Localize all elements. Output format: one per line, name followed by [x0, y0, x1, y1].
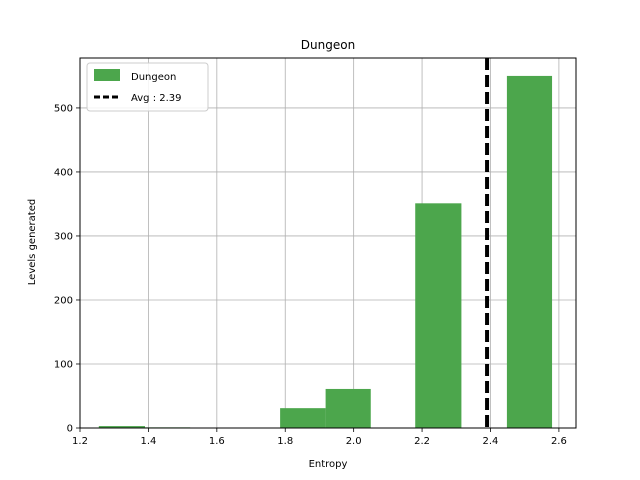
x-tick-label: 2.2 [414, 436, 430, 447]
x-axis-label: Entropy [309, 459, 348, 470]
legend-label-dungeon: Dungeon [131, 72, 176, 83]
histogram-bar [280, 408, 326, 428]
x-tick-label: 2.4 [483, 436, 499, 447]
x-tick-label: 1.4 [140, 436, 156, 447]
histogram-bar [98, 426, 145, 428]
x-tick-label: 2.6 [551, 436, 567, 447]
chart-title: Dungeon [301, 38, 355, 52]
y-tick-label: 500 [54, 103, 73, 114]
y-axis-ticks: 0 100 200 300 400 500 [54, 103, 80, 435]
x-axis-ticks: 1.2 1.4 1.6 1.8 2.0 2.2 2.4 2.6 [72, 428, 567, 447]
y-axis-label: Levels generated [27, 199, 38, 285]
grid [79, 58, 576, 429]
x-tick-label: 2.0 [346, 436, 362, 447]
bars [98, 75, 553, 428]
y-tick-label: 400 [54, 167, 73, 178]
legend-swatch-dungeon [94, 69, 120, 81]
x-tick-label: 1.8 [277, 436, 293, 447]
y-tick-label: 100 [54, 359, 73, 370]
legend: Dungeon Avg : 2.39 [86, 62, 209, 112]
y-tick-label: 0 [67, 424, 73, 435]
y-tick-label: 200 [54, 295, 73, 306]
x-tick-label: 1.2 [72, 436, 88, 447]
x-tick-label: 1.6 [209, 436, 225, 447]
histogram-bar [506, 75, 553, 428]
histogram-bar [415, 203, 462, 428]
legend-label-average: Avg : 2.39 [131, 93, 182, 104]
plot-frame [79, 57, 577, 429]
histogram-bar [325, 388, 371, 428]
y-tick-label: 300 [54, 231, 73, 242]
